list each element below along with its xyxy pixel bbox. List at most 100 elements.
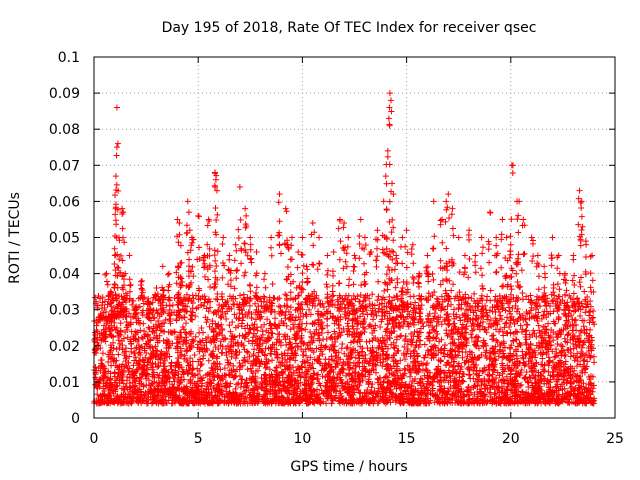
data-point [268,371,275,378]
data-point [456,348,463,355]
data-point [182,296,189,303]
data-point [320,304,327,311]
data-point [412,299,419,306]
data-point [252,300,259,307]
data-point [160,360,167,367]
data-point [223,352,230,359]
data-point [334,360,341,367]
data-point [346,328,353,335]
data-point [417,296,424,303]
data-point [307,328,314,335]
data-point [192,333,199,340]
data-point [310,330,317,337]
data-point [269,357,276,364]
data-point [115,337,122,344]
data-point [469,327,476,334]
data-point [535,322,542,329]
data-point [531,330,538,337]
data-point [343,353,350,360]
data-point [518,381,525,388]
data-point [522,339,529,346]
data-point [244,322,251,329]
data-point [475,334,482,341]
data-point [324,329,331,336]
data-point [140,320,147,327]
data-point [336,325,343,332]
data-point [223,315,230,322]
data-point [538,315,545,322]
data-point [428,343,435,350]
data-point [558,342,565,349]
data-point [191,351,198,358]
data-point [517,322,524,329]
data-point [378,346,385,353]
data-point [441,341,448,348]
data-point [107,342,114,349]
data-point [116,344,123,351]
data-point [135,360,142,367]
data-point [131,335,138,342]
data-point [402,356,409,363]
data-point [397,333,404,340]
data-point [523,293,530,300]
data-point [484,293,491,300]
data-point [250,352,257,359]
data-point [262,364,269,371]
data-point [99,350,106,357]
data-point [92,294,99,301]
data-point [562,358,569,365]
data-point [571,386,578,393]
data-point [313,345,320,352]
data-point [421,354,428,361]
data-points [91,90,598,407]
data-point [262,372,269,379]
data-point [338,329,345,336]
data-point [246,353,253,360]
data-point [502,307,509,314]
data-point [283,322,290,329]
data-point [372,369,379,376]
data-point [215,307,222,314]
data-point [312,294,319,301]
data-point [104,301,111,308]
data-point [465,372,472,379]
data-point [145,324,152,331]
data-point [507,329,514,336]
data-point [246,392,253,399]
data-point [519,296,526,303]
data-point [239,376,246,383]
data-point [328,353,335,360]
data-point [335,321,342,328]
data-point [497,312,504,319]
data-point [153,379,160,386]
data-point [274,296,281,303]
data-point [394,296,401,303]
data-point [404,384,411,391]
data-point [368,384,375,391]
data-point [422,366,429,373]
data-point [502,320,509,327]
chart-title: Day 195 of 2018, Rate Of TEC Index for r… [162,20,537,36]
data-point [183,320,190,327]
data-point [200,355,207,362]
data-point [208,351,215,358]
data-point [160,328,167,335]
data-point [581,317,588,324]
data-point [155,362,162,369]
data-point [541,367,548,374]
data-point [372,361,379,368]
data-point [211,339,218,346]
data-point [492,293,499,300]
data-point [105,358,112,365]
data-point [545,320,552,327]
data-point [431,374,438,381]
data-point [536,329,543,336]
data-point [571,367,578,374]
data-point [138,334,145,341]
data-point [446,387,453,394]
data-point [441,345,448,352]
data-point [550,308,557,315]
data-point [123,318,130,325]
data-point [251,346,258,353]
data-point [173,317,180,324]
